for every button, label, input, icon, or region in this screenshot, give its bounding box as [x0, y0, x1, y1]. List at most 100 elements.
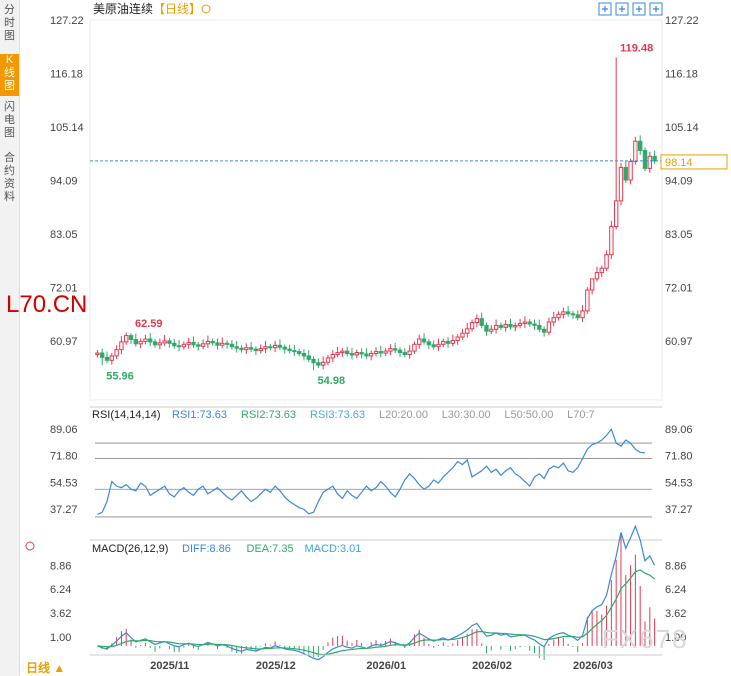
candle-up	[417, 338, 422, 345]
candle-down	[148, 338, 153, 343]
candle-up	[455, 336, 460, 341]
candle-down	[426, 341, 432, 346]
candle-down	[172, 342, 177, 347]
candle-up	[109, 355, 114, 361]
candle-down	[316, 362, 321, 366]
candle-down	[215, 342, 220, 346]
candle-down	[152, 341, 158, 346]
candle-down	[176, 345, 182, 348]
price-y-tick-left: 72.01	[50, 283, 78, 295]
macd-y-tick-left: 3.62	[50, 608, 71, 620]
crosshair-icon[interactable]	[615, 2, 629, 16]
candle-up	[503, 323, 508, 328]
candle-up	[594, 272, 600, 280]
macd-settings-icon	[25, 541, 35, 551]
rsi-y-tick: 37.27	[665, 504, 693, 516]
candle-up	[589, 278, 595, 291]
candle-up	[124, 335, 129, 343]
macd-legend-item: DEA:7.35	[247, 543, 294, 555]
last-price-box	[660, 154, 728, 170]
candle-down	[541, 328, 547, 333]
candle-up	[599, 267, 604, 274]
rsi-legend-item: L50:50.00	[504, 409, 553, 421]
candle-up	[373, 351, 379, 355]
annotation-low-2: 54.98	[318, 375, 346, 387]
tab-timeshare[interactable]: 分时图	[0, 4, 19, 46]
chart-title: 美原油连续	[93, 1, 153, 16]
rsi-y-tick-left: 37.27	[50, 504, 78, 516]
price-y-tick-left: 60.97	[50, 336, 78, 348]
candle-up	[181, 343, 187, 348]
candle-down	[532, 323, 537, 326]
tab-lightning[interactable]: 闪电图	[0, 101, 19, 143]
expand-icon[interactable]	[598, 2, 612, 16]
chart-canvas[interactable]: 美原油连续 【日线】 127.22 127.22 116.18 116.18 105.14 1…	[20, 0, 731, 676]
watermark-fx678: FX678	[602, 624, 689, 654]
candle-down	[364, 353, 369, 357]
candle-down	[128, 335, 134, 340]
price-y-tick: 105.14	[665, 122, 699, 134]
candle-up	[119, 341, 124, 351]
candle-down	[344, 350, 350, 355]
candle-down	[229, 343, 235, 348]
rsi-legend-item: L30:30.00	[442, 409, 491, 421]
candle-up	[628, 161, 633, 181]
candle-down	[484, 324, 489, 332]
candle-down	[196, 344, 201, 347]
tab-contract-info-label: 合约资料	[4, 152, 15, 203]
rsi-y-tick: 54.53	[665, 477, 693, 489]
tab-lightning-label: 闪电图	[4, 101, 15, 139]
candle-down	[575, 314, 580, 319]
candle-down	[248, 347, 254, 350]
period-selector-button[interactable]: 日线 ▲	[26, 661, 66, 675]
price-y-tick-left: 127.22	[50, 15, 84, 27]
candle-up	[465, 328, 470, 334]
rsi-line	[97, 427, 646, 515]
tab-timeshare-label: 分时图	[4, 4, 15, 42]
x-axis-tick: 2025/12	[256, 660, 296, 672]
candle-up	[647, 155, 652, 169]
rsi-y-tick: 89.06	[665, 424, 693, 436]
rsi-title: RSI(14,14,14)	[92, 409, 160, 421]
candle-up	[244, 347, 249, 351]
macd-y-tick-left: 1.00	[50, 632, 71, 644]
price-y-tick-left: 83.05	[50, 229, 78, 241]
candle-up	[340, 350, 345, 354]
candle-down	[296, 351, 302, 355]
macd-legend-item: MACD:3.01	[305, 543, 362, 555]
candle-up	[220, 342, 225, 346]
fullscreen-icon-glyph	[636, 6, 642, 12]
expand-icon-glyph	[602, 6, 608, 12]
candle-down	[397, 349, 403, 354]
chart-period: 【日线】	[153, 2, 201, 16]
candle-down	[210, 340, 215, 344]
candle-up	[263, 346, 268, 350]
macd-y-tick: 6.24	[665, 584, 686, 596]
tab-contract-info[interactable]: 合约资料	[0, 152, 19, 208]
candle-up	[354, 352, 359, 356]
candle-down	[234, 346, 239, 349]
candle-down	[287, 348, 292, 352]
candle-down	[402, 352, 408, 355]
candle-up	[186, 341, 191, 345]
candle-down	[537, 324, 542, 330]
candle-down	[642, 149, 648, 169]
price-y-tick-left: 105.14	[50, 122, 84, 134]
fullscreen-icon[interactable]	[632, 2, 646, 16]
watermark-l70: L70.CN	[6, 291, 88, 318]
candle-down	[306, 355, 311, 360]
price-y-tick-left: 116.18	[50, 69, 83, 81]
candle-up	[517, 322, 523, 326]
macd-dea-line	[97, 569, 655, 656]
back-icon[interactable]	[649, 2, 663, 16]
annotation-low-1: 55.96	[106, 370, 134, 382]
price-y-tick: 60.97	[665, 336, 693, 348]
rsi-y-tick-left: 89.06	[50, 424, 78, 436]
candle-up	[258, 348, 263, 352]
macd-legend-item: DIFF:8.86	[182, 543, 231, 555]
candle-up	[469, 322, 475, 330]
candle-up	[138, 340, 143, 345]
candle-down	[301, 353, 307, 357]
